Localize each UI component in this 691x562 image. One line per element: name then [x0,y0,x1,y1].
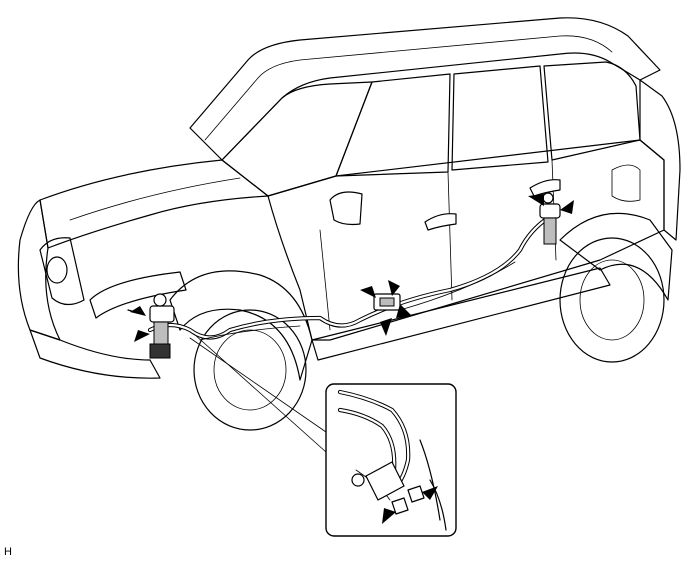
arrow-icon [422,486,438,500]
arrow-icon [382,508,396,524]
arrow-icon [528,194,544,206]
front-suspension-assembly [149,293,175,359]
detail-inset [325,383,457,537]
arrow-icon [560,200,574,214]
brake-line-route [147,215,551,341]
vehicle-body-outline [17,17,681,431]
center-junction-block [373,293,401,311]
callout-arrows [127,194,574,342]
arrow-icon [388,280,400,296]
zoom-leader-lines [189,333,327,453]
arrow-icon [396,304,412,318]
arrow-icon [360,286,376,298]
figure-code-label: H [4,546,12,558]
arrow-icon [380,318,392,336]
arrow-icon [134,330,150,342]
